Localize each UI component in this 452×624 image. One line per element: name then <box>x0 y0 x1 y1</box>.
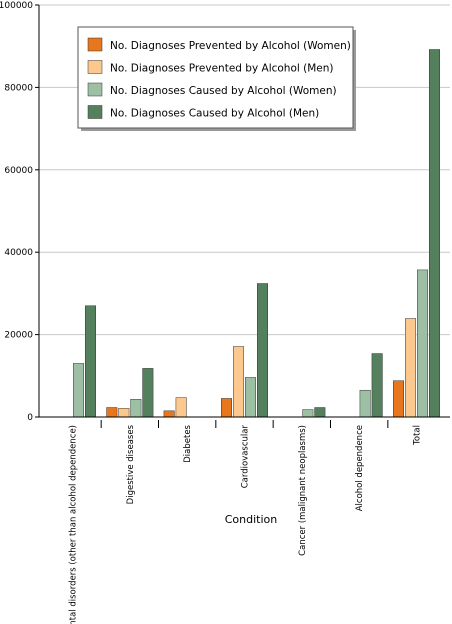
category-label: Total <box>413 425 423 446</box>
bar <box>371 353 383 418</box>
y-tick-label: 0 <box>27 413 33 423</box>
legend-swatch <box>87 60 103 74</box>
bar <box>175 397 187 418</box>
legend-entry: No. Diagnoses Prevented by Alcohol (Wome… <box>110 40 351 52</box>
x-axis-label: Condition <box>225 513 278 526</box>
legend-entry: No. Diagnoses Prevented by Alcohol (Men) <box>110 63 334 75</box>
y-tick-label: 100000 <box>0 1 33 11</box>
bar <box>417 269 428 418</box>
bar <box>429 49 440 418</box>
y-tick-label: 80000 <box>4 83 33 93</box>
bar <box>302 409 314 418</box>
category-label: Diabetes <box>183 424 193 462</box>
bar <box>314 407 326 418</box>
category-label: Cardiovascular <box>241 425 251 489</box>
bar <box>233 346 244 418</box>
bar <box>221 398 232 418</box>
bar <box>85 305 96 418</box>
bar <box>405 318 416 418</box>
category-label: Mental disorders (other than alcohol dep… <box>69 425 79 624</box>
legend: No. Diagnoses Prevented by Alcohol (Wome… <box>77 26 356 131</box>
bar <box>106 407 118 418</box>
bar <box>245 377 256 418</box>
y-tick-labels: 0 20000 40000 60000 80000 100000 <box>0 1 33 423</box>
bar <box>73 363 84 418</box>
legend-swatch <box>87 82 103 97</box>
bar <box>393 380 404 418</box>
bar <box>118 408 130 418</box>
bar <box>142 368 154 418</box>
category-labels: Mental disorders (other than alcohol dep… <box>69 424 423 624</box>
bar <box>257 283 268 418</box>
category-label: Digestive diseases <box>126 424 136 504</box>
legend-swatch <box>87 37 103 52</box>
bars <box>73 49 440 418</box>
category-label: Cancer (malignant neoplasms) <box>298 425 308 556</box>
legend-box <box>77 26 354 129</box>
legend-swatch <box>87 105 103 119</box>
bar <box>359 389 371 418</box>
category-label: Alcohol dependence <box>355 425 365 511</box>
y-tick-label: 60000 <box>4 166 33 176</box>
bar <box>130 399 142 418</box>
legend-entry: No. Diagnoses Caused by Alcohol (Women) <box>110 85 337 97</box>
y-tick-label: 20000 <box>4 331 33 341</box>
y-tick-label: 40000 <box>4 248 33 258</box>
axes <box>35 4 450 428</box>
legend-entry: No. Diagnoses Caused by Alcohol (Men) <box>110 108 319 120</box>
bar <box>163 410 175 418</box>
